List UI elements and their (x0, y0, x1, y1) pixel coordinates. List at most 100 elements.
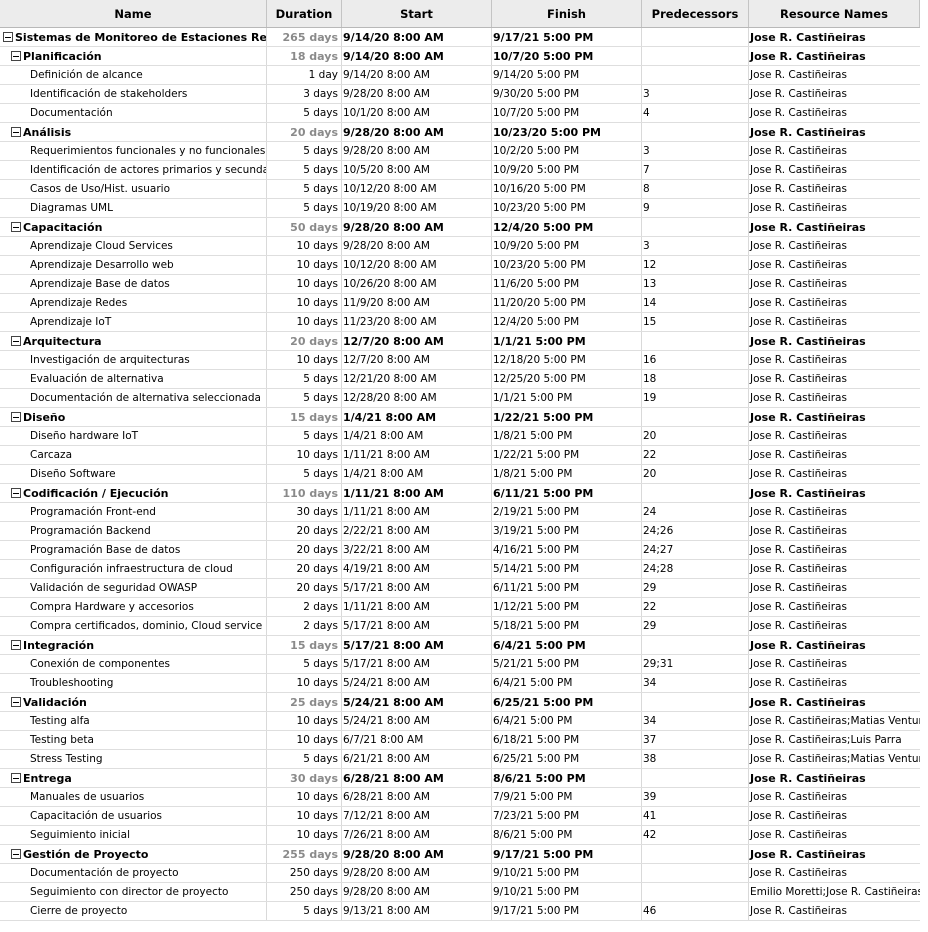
duration-cell[interactable]: 2 days (267, 598, 342, 616)
resource-names-cell[interactable]: Jose R. Castiñeiras (750, 202, 847, 214)
summary-task-row[interactable]: Gestión de Proyecto 255 days 9/28/20 8:00 … (0, 845, 920, 864)
predecessors-cell[interactable]: 46 (642, 902, 749, 920)
duration-cell[interactable]: 10 days (267, 731, 342, 749)
task-row[interactable]: Casos de Uso/Hist. usuario 5 days 10/12/20… (0, 180, 920, 199)
task-name-cell[interactable]: Aprendizaje Redes (0, 294, 267, 312)
predecessors-cell[interactable]: 24;26 (642, 522, 749, 540)
finish-cell[interactable]: 10/9/20 5:00 PM (492, 237, 642, 255)
task-name-cell[interactable]: Programación Backend (0, 522, 267, 540)
duration-cell[interactable]: 5 days (267, 902, 342, 920)
duration-cell[interactable]: 10 days (267, 826, 342, 844)
start-cell[interactable]: 10/1/20 8:00 AM (342, 104, 492, 122)
finish-cell[interactable]: 10/23/20 5:00 PM (492, 256, 642, 274)
duration-cell[interactable]: 5 days (267, 142, 342, 160)
finish-cell[interactable]: 10/9/20 5:00 PM (492, 161, 642, 179)
duration-cell[interactable]: 10 days (267, 674, 342, 692)
task-row[interactable]: Requerimientos funcionales y no funciona… (0, 142, 920, 161)
task-row[interactable]: Documentación de alternativa seleccionad… (0, 389, 920, 408)
finish-cell[interactable]: 12/4/20 5:00 PM (492, 313, 642, 331)
start-cell[interactable]: 6/28/21 8:00 AM (342, 769, 492, 787)
task-name-cell[interactable]: Conexión de componentes (0, 655, 267, 673)
finish-cell[interactable]: 6/11/21 5:00 PM (492, 484, 642, 502)
finish-cell[interactable]: 6/11/21 5:00 PM (492, 579, 642, 597)
duration-cell[interactable]: 20 days (267, 522, 342, 540)
resource-names-cell[interactable]: Jose R. Castiñeiras (750, 544, 847, 556)
task-row[interactable]: Configuración infraestructura de cloud 20… (0, 560, 920, 579)
start-cell[interactable]: 1/11/21 8:00 AM (342, 446, 492, 464)
task-row[interactable]: Aprendizaje Cloud Services 10 days 9/28/20… (0, 237, 920, 256)
start-cell[interactable]: 1/11/21 8:00 AM (342, 598, 492, 616)
finish-cell[interactable]: 10/2/20 5:00 PM (492, 142, 642, 160)
resource-names-cell[interactable]: Jose R. Castiñeiras (750, 449, 847, 461)
finish-cell[interactable]: 6/4/21 5:00 PM (492, 712, 642, 730)
duration-cell[interactable]: 5 days (267, 389, 342, 407)
start-cell[interactable]: 10/26/20 8:00 AM (342, 275, 492, 293)
finish-cell[interactable]: 6/25/21 5:00 PM (492, 693, 642, 711)
resource-names-cell[interactable]: Jose R. Castiñeiras (750, 354, 847, 366)
start-cell[interactable]: 9/28/20 8:00 AM (342, 237, 492, 255)
start-cell[interactable]: 12/7/20 8:00 AM (342, 351, 492, 369)
duration-cell[interactable]: 20 days (267, 332, 342, 350)
start-cell[interactable]: 5/17/21 8:00 AM (342, 636, 492, 654)
resource-names-cell[interactable]: Jose R. Castiñeiras (750, 867, 847, 879)
predecessors-cell[interactable]: 7 (642, 161, 749, 179)
predecessors-cell[interactable]: 29 (642, 579, 749, 597)
predecessors-cell[interactable]: 15 (642, 313, 749, 331)
start-cell[interactable]: 9/28/20 8:00 AM (342, 123, 492, 141)
start-cell[interactable]: 9/28/20 8:00 AM (342, 845, 492, 863)
predecessors-cell[interactable]: 38 (642, 750, 749, 768)
finish-cell[interactable]: 8/6/21 5:00 PM (492, 826, 642, 844)
start-cell[interactable]: 10/12/20 8:00 AM (342, 256, 492, 274)
task-name-cell[interactable]: Carcaza (0, 446, 267, 464)
summary-task-row[interactable]: Integración 15 days 5/17/21 8:00 AM 6/4/21 … (0, 636, 920, 655)
task-row[interactable]: Definición de alcance 1 day 9/14/20 8:00 A… (0, 66, 920, 85)
finish-cell[interactable]: 11/20/20 5:00 PM (492, 294, 642, 312)
predecessors-cell[interactable]: 14 (642, 294, 749, 312)
start-cell[interactable]: 1/11/21 8:00 AM (342, 503, 492, 521)
predecessors-cell[interactable]: 24;27 (642, 541, 749, 559)
start-cell[interactable]: 10/12/20 8:00 AM (342, 180, 492, 198)
finish-cell[interactable]: 1/8/21 5:00 PM (492, 427, 642, 445)
predecessors-cell[interactable]: 29 (642, 617, 749, 635)
resource-names-cell[interactable]: Jose R. Castiñeiras (750, 486, 866, 500)
task-name-cell[interactable]: Manuales de usuarios (0, 788, 267, 806)
predecessors-cell[interactable] (642, 484, 749, 502)
task-row[interactable]: Programación Front-end 30 days 1/11/21 8:0… (0, 503, 920, 522)
finish-cell[interactable]: 10/16/20 5:00 PM (492, 180, 642, 198)
resource-names-cell[interactable]: Jose R. Castiñeiras;Matias Ventura (750, 715, 920, 727)
task-row[interactable]: Testing alfa 10 days 5/24/21 8:00 AM 6/4/21… (0, 712, 920, 731)
duration-cell[interactable]: 10 days (267, 237, 342, 255)
task-row[interactable]: Programación Backend 20 days 2/22/21 8:00 … (0, 522, 920, 541)
duration-cell[interactable]: 3 days (267, 85, 342, 103)
task-name-cell[interactable]: Testing alfa (0, 712, 267, 730)
task-row[interactable]: Documentación de proyecto 250 days 9/28/20… (0, 864, 920, 883)
predecessors-cell[interactable]: 16 (642, 351, 749, 369)
start-cell[interactable]: 10/5/20 8:00 AM (342, 161, 492, 179)
duration-cell[interactable]: 250 days (267, 883, 342, 901)
finish-cell[interactable]: 9/17/21 5:00 PM (492, 28, 642, 46)
task-row[interactable]: Evaluación de alternativa 5 days 12/21/20 … (0, 370, 920, 389)
finish-cell[interactable]: 1/1/21 5:00 PM (492, 332, 642, 350)
task-name-cell[interactable]: Documentación de alternativa seleccionad… (0, 389, 267, 407)
finish-cell[interactable]: 12/4/20 5:00 PM (492, 218, 642, 236)
column-header-resource-names[interactable]: Resource Names (749, 0, 920, 27)
finish-cell[interactable]: 6/25/21 5:00 PM (492, 750, 642, 768)
predecessors-cell[interactable]: 4 (642, 104, 749, 122)
task-row[interactable]: Programación Base de datos 20 days 3/22/21… (0, 541, 920, 560)
task-name-cell[interactable]: Documentación (0, 104, 267, 122)
collapse-toggle-icon[interactable] (11, 51, 21, 61)
finish-cell[interactable]: 12/18/20 5:00 PM (492, 351, 642, 369)
duration-cell[interactable]: 20 days (267, 541, 342, 559)
start-cell[interactable]: 5/17/21 8:00 AM (342, 579, 492, 597)
finish-cell[interactable]: 6/4/21 5:00 PM (492, 674, 642, 692)
duration-cell[interactable]: 5 days (267, 465, 342, 483)
task-name-cell[interactable]: Codificación / Ejecución (0, 484, 267, 502)
resource-names-cell[interactable]: Emilio Moretti;Jose R. Castiñeiras (750, 886, 920, 898)
task-name-cell[interactable]: Sistemas de Monitoreo de Estaciones Remo… (0, 28, 267, 46)
summary-task-row[interactable]: Entrega 30 days 6/28/21 8:00 AM 8/6/21 5:00… (0, 769, 920, 788)
predecessors-cell[interactable]: 22 (642, 446, 749, 464)
task-row[interactable]: Conexión de componentes 5 days 5/17/21 8:0… (0, 655, 920, 674)
duration-cell[interactable]: 10 days (267, 712, 342, 730)
start-cell[interactable]: 5/24/21 8:00 AM (342, 674, 492, 692)
resource-names-cell[interactable]: Jose R. Castiñeiras (750, 145, 847, 157)
